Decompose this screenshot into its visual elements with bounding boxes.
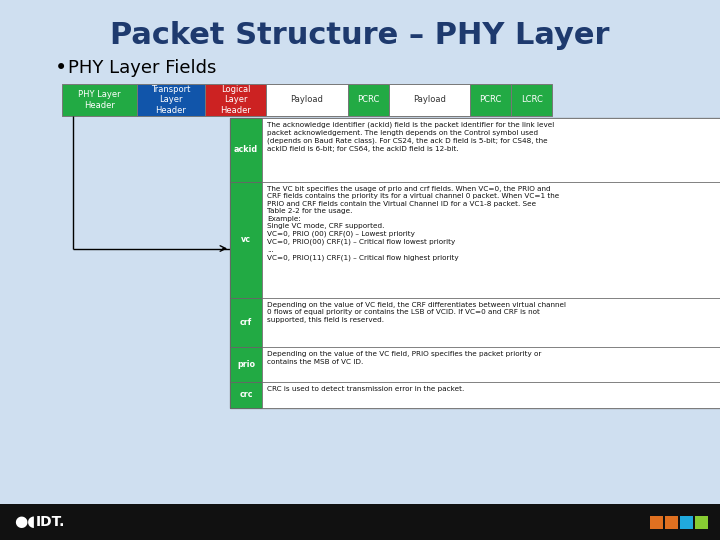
Bar: [230, 347, 262, 382]
Bar: [230, 118, 262, 182]
Bar: [266, 84, 348, 116]
Bar: [262, 118, 720, 182]
Bar: [0, 504, 720, 540]
Text: CRC is used to detect transmission error in the packet.: CRC is used to detect transmission error…: [267, 386, 464, 392]
Bar: [511, 84, 552, 116]
Bar: [665, 516, 678, 529]
Text: ackid: ackid: [234, 145, 258, 154]
Text: PCRC: PCRC: [480, 96, 502, 105]
Bar: [230, 382, 262, 408]
Text: Depending on the value of VC field, the CRF differentiates between virtual chann: Depending on the value of VC field, the …: [267, 302, 566, 323]
Bar: [650, 516, 663, 529]
Text: Packet Structure – PHY Layer: Packet Structure – PHY Layer: [110, 21, 610, 50]
Text: The acknowledge identifier (ackid) field is the packet identifier for the link l: The acknowledge identifier (ackid) field…: [267, 122, 554, 152]
Bar: [205, 84, 266, 116]
Text: •: •: [55, 58, 67, 78]
Text: IDT.: IDT.: [36, 515, 66, 529]
Bar: [230, 182, 262, 298]
Text: PHY Layer
Header: PHY Layer Header: [78, 90, 121, 110]
Text: crf: crf: [240, 318, 252, 327]
Bar: [695, 516, 708, 529]
Text: PHY Layer Fields: PHY Layer Fields: [68, 59, 217, 77]
Bar: [470, 84, 511, 116]
Text: Logical
Layer
Header: Logical Layer Header: [220, 85, 251, 115]
Text: The VC bit specifies the usage of prio and crf fields. When VC=0, the PRIO and
C: The VC bit specifies the usage of prio a…: [267, 186, 559, 261]
Text: crc: crc: [239, 390, 253, 400]
Bar: [389, 84, 470, 116]
Bar: [262, 382, 720, 408]
Bar: [348, 84, 389, 116]
Text: vc: vc: [241, 235, 251, 244]
Text: Payload: Payload: [291, 96, 323, 105]
Text: ●◖: ●◖: [14, 515, 35, 530]
Bar: [230, 118, 720, 408]
Text: PCRC: PCRC: [357, 96, 379, 105]
Text: Depending on the value of the VC field, PRIO specifies the packet priority or
co: Depending on the value of the VC field, …: [267, 351, 541, 364]
Bar: [62, 84, 137, 116]
Bar: [137, 84, 205, 116]
Bar: [262, 298, 720, 347]
Text: Payload: Payload: [413, 96, 446, 105]
Text: Transport
Layer
Header: Transport Layer Header: [151, 85, 191, 115]
Bar: [262, 347, 720, 382]
Bar: [262, 182, 720, 298]
Text: prio: prio: [237, 360, 255, 369]
Bar: [230, 298, 262, 347]
Text: LCRC: LCRC: [521, 96, 543, 105]
Bar: [680, 516, 693, 529]
